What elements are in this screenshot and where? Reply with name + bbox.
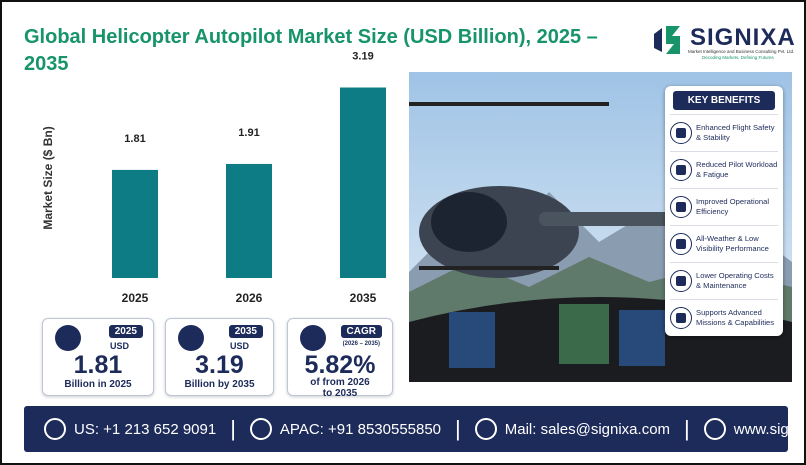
benefit-icon: [670, 307, 692, 329]
bar: [340, 87, 386, 278]
benefit-text: Enhanced Flight Safety & Stability: [696, 123, 775, 142]
stat-card: 2035 USD 3.19 Billion by 2035: [165, 318, 274, 396]
stat-card: CAGR (2026 – 2035) 5.82% of from 2026 to 20…: [287, 318, 393, 399]
benefit-text: Improved Operational Efficiency: [696, 197, 770, 216]
contact-icon: [249, 418, 272, 440]
benefit-icon: [670, 233, 692, 255]
data-label: 1.81: [124, 133, 145, 145]
logo-name: SIGNIXA: [690, 24, 796, 51]
x-tick-label: 2026: [236, 291, 263, 305]
stat-badge: CAGR: [340, 325, 382, 338]
logo-slogan: Decoding Markets, Defining Futures: [702, 55, 774, 60]
benefit-item: Supports Advanced Missions & Capabilitie…: [670, 299, 778, 336]
logo-tagline: Market Intelligence and Business Consult…: [688, 49, 795, 54]
contact-icon: [474, 418, 497, 440]
stat-caption: Billion by 2035: [184, 379, 255, 390]
benefit-text: All-Weather & Low Visibility Performance: [696, 234, 769, 253]
benefit-icon: [670, 196, 692, 218]
benefit-item: All-Weather & Low Visibility Performance: [670, 225, 778, 262]
stat-icon: [178, 325, 204, 351]
separator: |: [455, 416, 461, 441]
benefits-title: KEY BENEFITS: [673, 91, 775, 110]
contact-text: www.signixa.com: [733, 420, 804, 438]
benefit-item: Reduced Pilot Workload & Fatigue: [670, 151, 778, 188]
separator: |: [230, 416, 236, 441]
stat-card: 2025 USD 1.81 Billion in 2025: [42, 318, 154, 396]
y-axis-label: Market Size ($ Bn): [41, 126, 55, 229]
bar: [226, 163, 272, 278]
x-tick-label: 2035: [350, 291, 377, 305]
stat-icon: [300, 325, 326, 351]
data-label: 1.91: [238, 127, 259, 139]
benefit-item: Enhanced Flight Safety & Stability: [670, 114, 778, 151]
contact-text: APAC: +91 8530555850: [279, 420, 442, 438]
benefit-item: Improved Operational Efficiency: [670, 188, 778, 225]
contact-text: US: +1 213 652 9091: [74, 420, 217, 438]
stat-value: 5.82%: [304, 351, 376, 379]
bar: [112, 169, 158, 278]
contact-icon: [703, 418, 726, 440]
stat-value: 1.81: [73, 351, 123, 379]
stat-unit: USD: [109, 341, 129, 351]
title: Global Helicopter Autopilot Market Size …: [24, 26, 598, 75]
contact-icon: [44, 418, 66, 440]
data-label: 3.19: [352, 51, 373, 63]
logo-icon: [654, 26, 680, 54]
contact: www.signixa.com: [703, 418, 804, 440]
x-tick-label: 2025: [122, 291, 149, 305]
benefit-text: Lower Operating Costs & Maintenance: [696, 271, 774, 290]
stat-caption: of from 2026 to 2035: [310, 377, 370, 399]
stat-badge: 2025: [108, 325, 143, 338]
benefit-icon: [670, 270, 692, 292]
separator: |: [684, 416, 690, 441]
benefits-panel: KEY BENEFITS Enhanced Flight Safety & St…: [665, 86, 783, 336]
contact: US: +1 213 652 9091: [44, 418, 216, 440]
contact: Mail: sales@signixa.com: [474, 418, 671, 440]
chart: Market Size ($ Bn) 1.81 2025 1.91 2026 3.19 2…: [41, 51, 386, 305]
benefit-text: Supports Advanced Missions & Capabilitie…: [696, 308, 775, 327]
contact-text: Mail: sales@signixa.com: [504, 420, 671, 438]
stat-value: 3.19: [195, 351, 244, 379]
stat-icon: [55, 325, 81, 351]
stat-unit: USD: [229, 341, 249, 351]
benefit-icon: [670, 159, 692, 181]
benefit-text: Reduced Pilot Workload & Fatigue: [696, 160, 778, 179]
stat-badge: 2035: [228, 325, 263, 338]
stat-unit: (2026 – 2035): [342, 341, 380, 347]
benefit-icon: [670, 122, 692, 144]
contact: APAC: +91 8530555850: [249, 418, 442, 440]
benefit-item: Lower Operating Costs & Maintenance: [670, 262, 778, 299]
stat-caption: Billion in 2025: [64, 379, 132, 390]
footer: US: +1 213 652 9091 | APAC: +91 8530555850…: [24, 406, 804, 452]
